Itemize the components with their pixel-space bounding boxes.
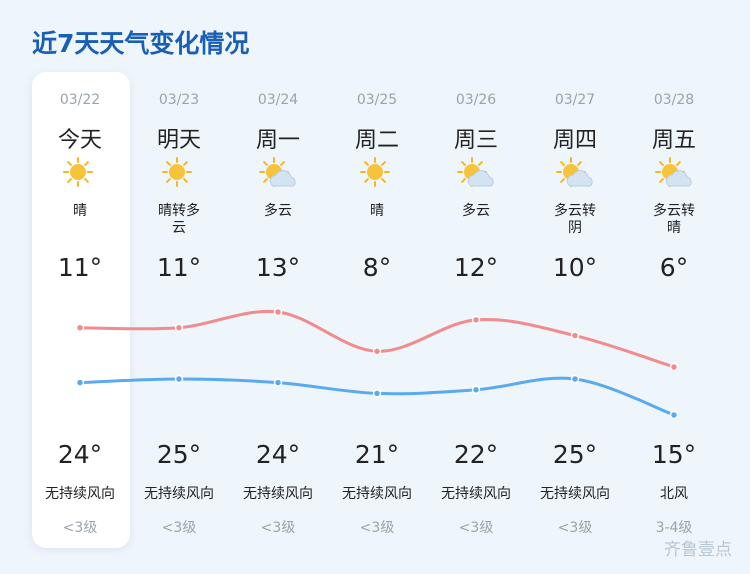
- weather: 多云: [462, 203, 490, 219]
- bottom_temp-dot: [471, 385, 481, 395]
- top-temp: 11°: [156, 253, 202, 282]
- wind-level: <3级: [62, 520, 98, 536]
- bottom_temp-dot: [174, 374, 184, 384]
- cloud: [269, 170, 296, 187]
- bottom-temp: 25°: [552, 440, 598, 469]
- bottom_temp-dot: [273, 378, 283, 387]
- date: 03/26: [455, 92, 497, 108]
- bottom-temp: 24°: [255, 440, 301, 469]
- wind: 北风: [660, 486, 688, 502]
- top_temp-dot: [372, 347, 382, 356]
- wind: 无持续风向: [441, 486, 511, 502]
- top_temp-dot: [471, 315, 481, 325]
- date: 03/22: [59, 92, 101, 108]
- wind: 无持续风向: [540, 486, 610, 502]
- weather: 晴: [73, 203, 87, 219]
- bottom_temp-dot: [669, 410, 679, 420]
- bottom-temp: 15°: [651, 440, 697, 469]
- today-card: [32, 72, 130, 548]
- sun: [70, 164, 86, 180]
- bottom_temp-dot: [570, 374, 580, 384]
- weekday: 周五: [651, 128, 697, 153]
- weekday: 周二: [354, 128, 400, 153]
- wind: 无持续风向: [144, 486, 214, 502]
- weather-icon: [162, 157, 192, 187]
- wind-level: <3级: [359, 520, 395, 536]
- wind-level: <3级: [161, 520, 197, 536]
- top-temp: 10°: [552, 253, 598, 282]
- top_temp-dot: [570, 331, 580, 340]
- cloud: [566, 170, 593, 187]
- top-temp: 12°: [453, 253, 499, 282]
- bottom-temp: 25°: [156, 440, 202, 469]
- top_temp-line: [79, 309, 675, 369]
- date: 03/23: [158, 92, 200, 108]
- top_temp-dot: [75, 323, 85, 332]
- weather: 多云: [264, 203, 292, 219]
- top-temp: 13°: [255, 253, 301, 282]
- weather-icon: [63, 157, 93, 187]
- date: 03/25: [356, 92, 398, 108]
- top-temp: 8°: [362, 253, 392, 282]
- wind-level: <3级: [458, 520, 494, 536]
- top_temp-dot: [174, 323, 184, 332]
- weather: 多云转阴: [554, 203, 596, 236]
- weekday: 周三: [453, 128, 499, 153]
- top_temp-dot: [273, 307, 283, 317]
- wind: 无持续风向: [243, 486, 313, 502]
- bottom-temp: 22°: [453, 440, 499, 469]
- top_temp-dot: [669, 362, 679, 372]
- weekday: 周一: [255, 128, 301, 153]
- weather: 晴转多云: [158, 203, 200, 236]
- weekday: 周四: [552, 128, 598, 153]
- bottom_temp-dot: [75, 378, 85, 387]
- weekday: 今天: [57, 128, 103, 153]
- bottom_temp-dot: [372, 389, 382, 398]
- sun: [169, 164, 185, 180]
- weather-icon: [360, 157, 390, 187]
- weather: 多云转晴: [653, 203, 695, 236]
- weather: 晴: [370, 203, 384, 219]
- wind: 无持续风向: [45, 486, 115, 502]
- sun: [367, 164, 383, 180]
- wind-level: 3-4级: [655, 520, 693, 536]
- top-temp: 11°: [57, 253, 103, 282]
- wind-level: <3级: [557, 520, 593, 536]
- date: 03/24: [257, 92, 299, 108]
- cloud: [665, 170, 692, 187]
- watermark: 齐鲁壹点: [664, 540, 732, 560]
- title: 近7天天气变化情况: [32, 29, 250, 58]
- date: 03/27: [554, 92, 596, 108]
- wind: 无持续风向: [342, 486, 412, 502]
- wind-level: <3级: [260, 520, 296, 536]
- weekday: 明天: [156, 128, 202, 153]
- date: 03/28: [653, 92, 695, 108]
- top-temp: 6°: [659, 253, 689, 282]
- bottom-temp: 21°: [354, 440, 400, 469]
- cloud: [467, 170, 494, 187]
- bottom-temp: 24°: [57, 440, 103, 469]
